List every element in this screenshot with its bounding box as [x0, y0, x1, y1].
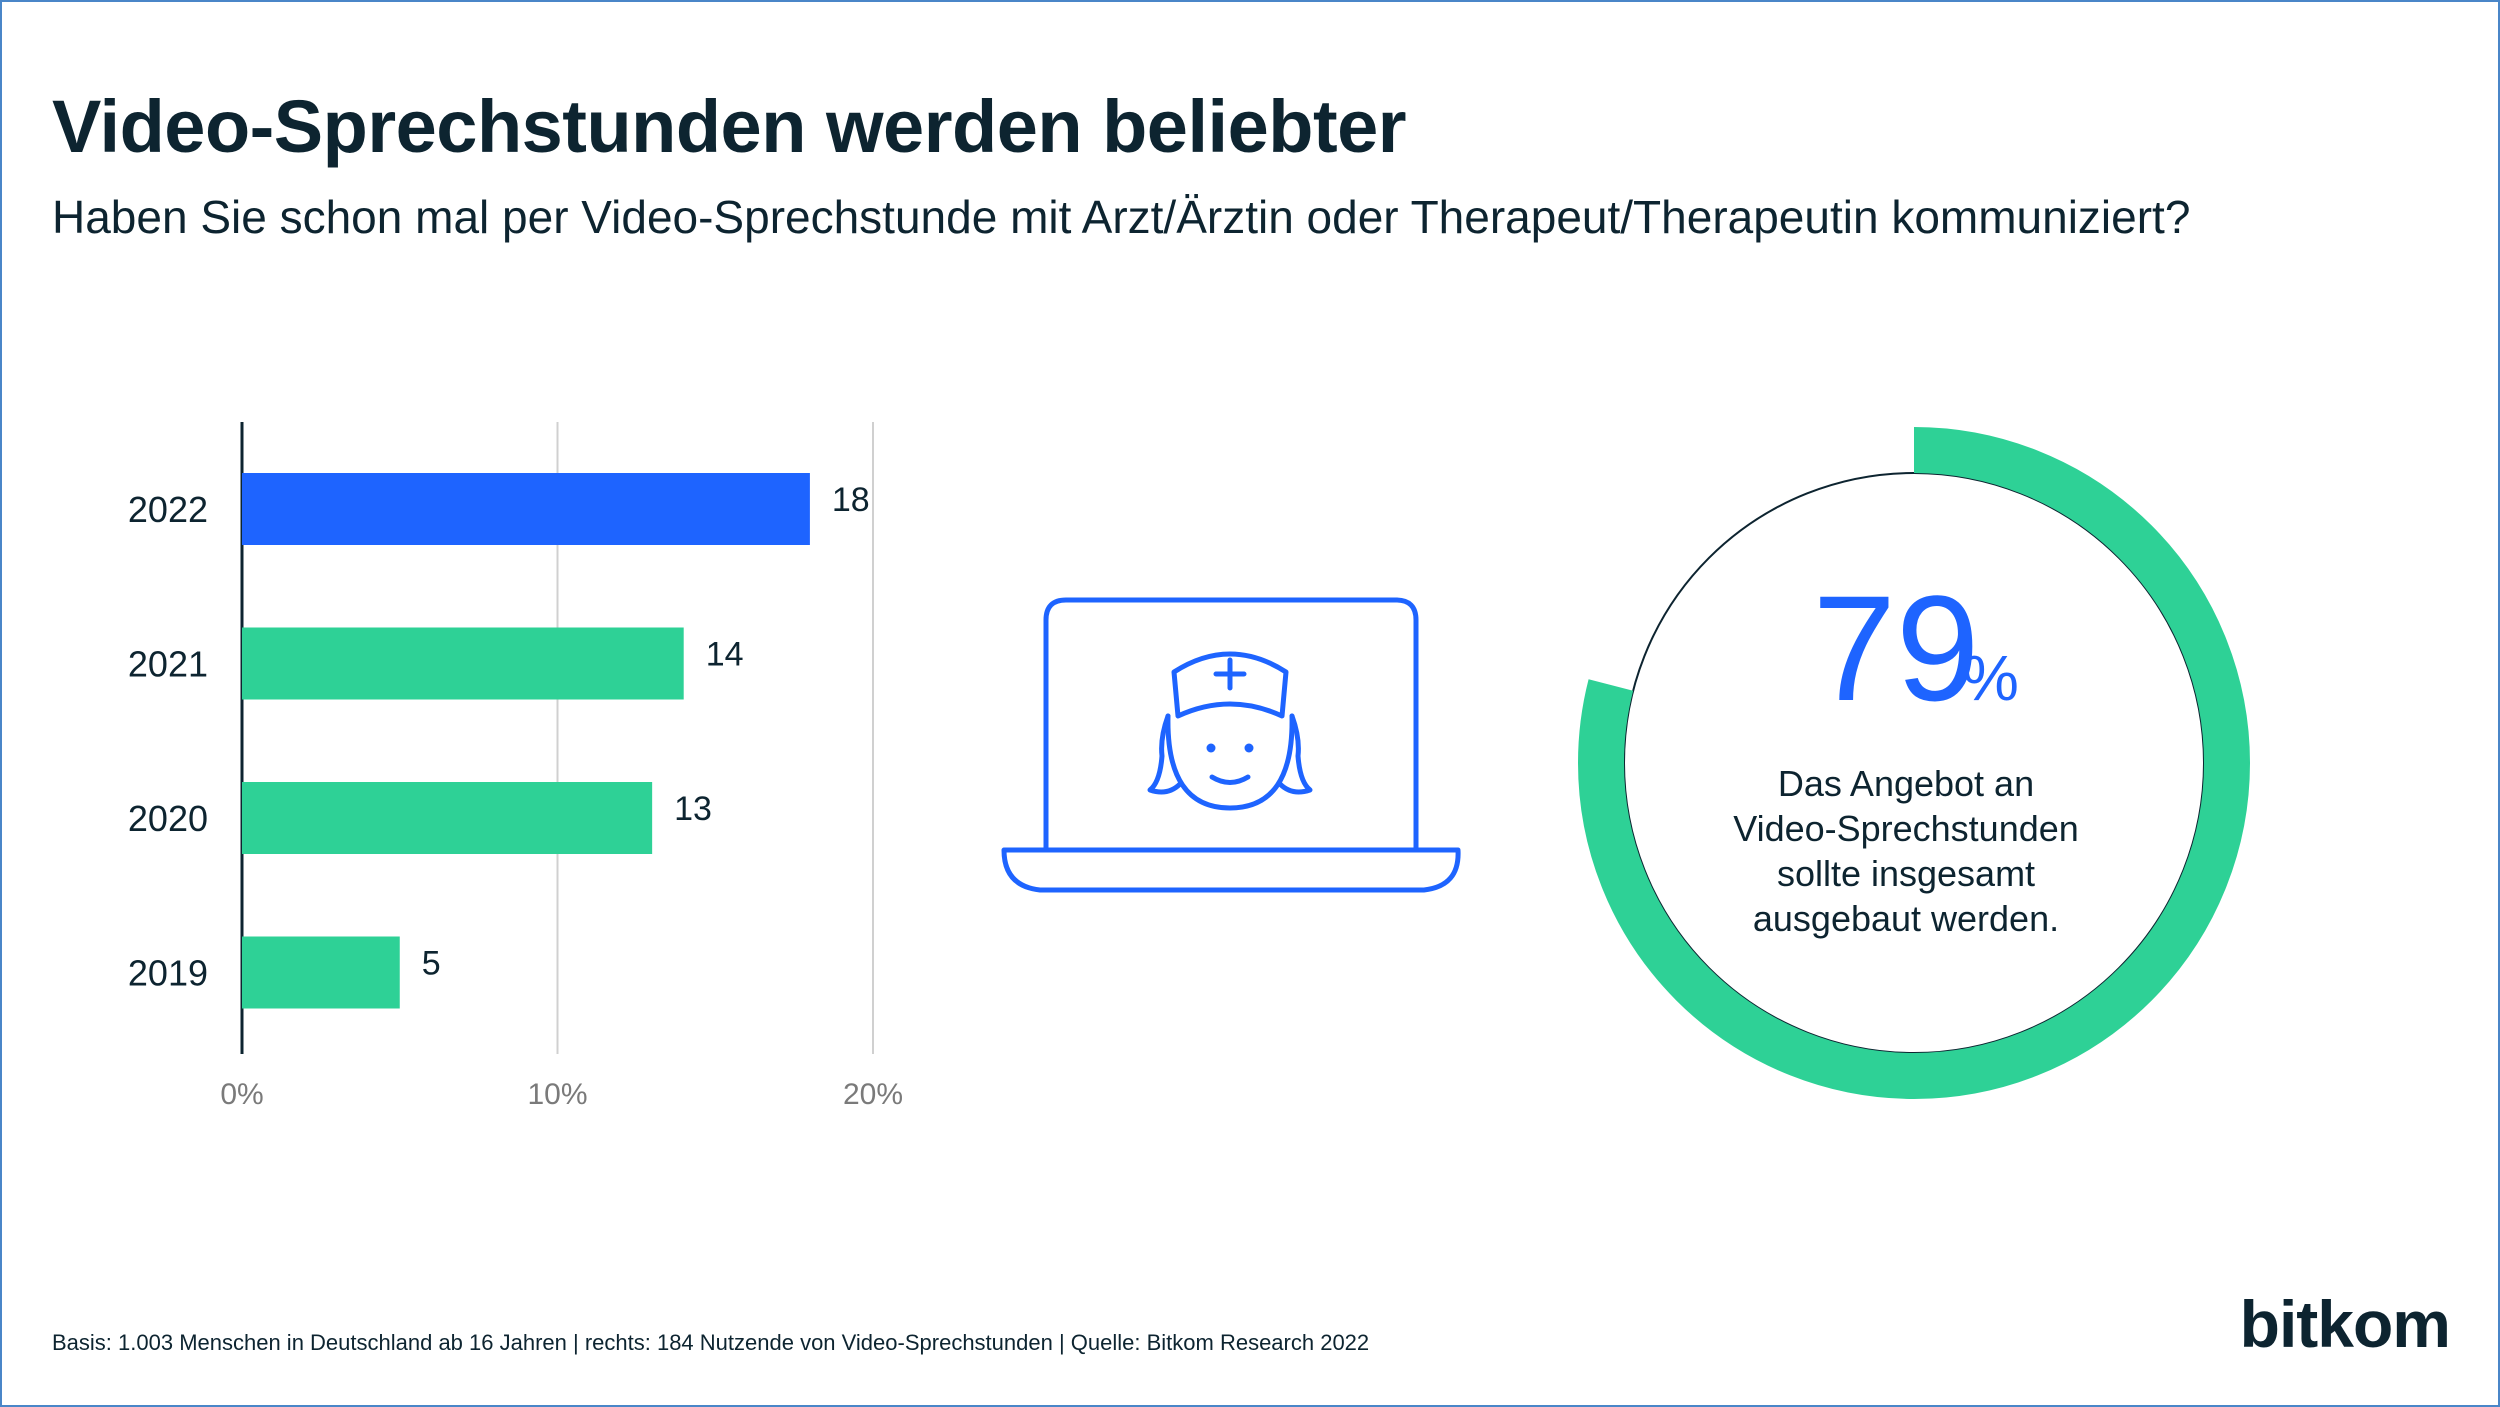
value-label-2020: 13	[674, 790, 712, 828]
donut-caption-line-2: Video-Sprechstunden	[1733, 808, 2079, 849]
nurse-eye-right	[1244, 743, 1254, 753]
x-tick-label-20: 20%	[843, 1078, 903, 1111]
nurse-eye-left	[1206, 743, 1216, 753]
donut-chart: 79% Das Angebot anVideo-Sprechstundensoll…	[1578, 427, 2250, 1099]
category-label-2020: 2020	[128, 798, 208, 839]
bar-2022	[242, 473, 810, 545]
donut-caption-line-3: sollte insgesamt	[1777, 853, 2035, 894]
bar-2020	[242, 782, 653, 854]
donut-unit: %	[1962, 642, 2019, 714]
donut-value: 79	[1813, 564, 1980, 732]
category-label-2019: 2019	[128, 953, 208, 994]
laptop-nurse-icon	[1001, 597, 1461, 893]
x-tick-label-0: 0%	[220, 1078, 263, 1111]
donut-caption-line-1: Das Angebot an	[1778, 763, 2034, 804]
chart-subtitle: Haben Sie schon mal per Video-Sprechstun…	[52, 191, 2191, 243]
category-label-2021: 2021	[128, 644, 208, 685]
bar-2019	[242, 936, 400, 1009]
value-label-2022: 18	[832, 481, 870, 519]
source-note: Basis: 1.003 Menschen in Deutschland ab …	[52, 1330, 1370, 1355]
bar-2021	[242, 627, 684, 700]
bar-chart: 2022 18 2021 14 2020 13 2019 5 0% 10% 20%	[128, 422, 903, 1111]
donut-value-arc	[1578, 427, 2250, 1099]
value-label-2021: 14	[706, 636, 744, 674]
value-label-2019: 5	[422, 945, 441, 983]
chart-title: Video-Sprechstunden werden beliebter	[52, 85, 1407, 168]
x-tick-label-10: 10%	[527, 1078, 587, 1111]
category-label-2022: 2022	[128, 489, 208, 530]
donut-caption-line-4: ausgebaut werden.	[1753, 898, 2059, 939]
bitkom-logo: bitkom	[2239, 1287, 2451, 1361]
